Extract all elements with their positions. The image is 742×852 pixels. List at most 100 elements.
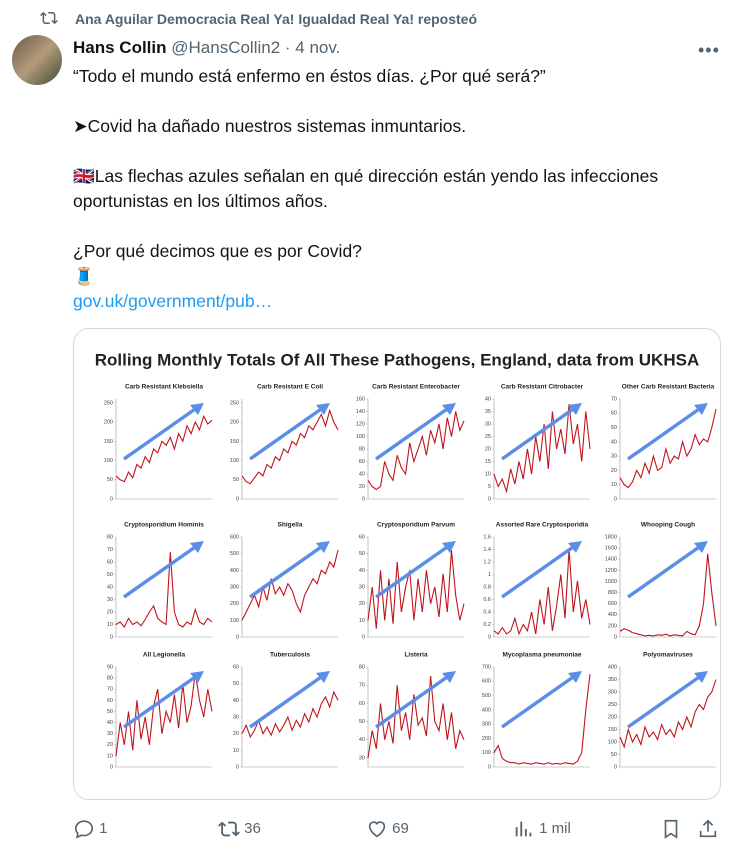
- y-tick-label: 300: [608, 689, 617, 695]
- y-tick-label: 30: [611, 454, 617, 460]
- share-button[interactable]: [697, 818, 719, 840]
- trend-arrow: [374, 405, 452, 461]
- y-tick-label: 35: [485, 409, 491, 415]
- trend-arrowhead: [442, 541, 456, 553]
- y-tick-label: 500: [230, 551, 239, 557]
- y-tick-label: 1: [488, 572, 491, 578]
- y-tick-label: 400: [608, 664, 617, 670]
- series-line: [241, 550, 339, 621]
- y-tick-label: 400: [608, 612, 617, 618]
- series-line: [367, 676, 465, 758]
- author-name[interactable]: Hans Collin: [73, 38, 167, 57]
- reply-button[interactable]: 1: [73, 818, 108, 840]
- like-count: 69: [392, 819, 409, 837]
- y-tick-label: 600: [230, 534, 239, 540]
- y-tick-label: 1200: [605, 568, 617, 574]
- y-tick-label: 10: [233, 748, 239, 754]
- y-tick-label: 250: [608, 702, 617, 708]
- y-tick-label: 70: [107, 547, 113, 553]
- trend-arrowhead: [694, 541, 708, 553]
- y-tick-label: 0: [488, 634, 491, 640]
- y-tick-label: 100: [482, 750, 491, 756]
- y-tick-label: 80: [359, 664, 365, 670]
- y-tick-label: 30: [107, 597, 113, 603]
- trend-arrow: [122, 543, 200, 599]
- y-tick-label: 80: [359, 446, 365, 452]
- series-line: [619, 679, 717, 749]
- y-tick-label: 80: [107, 676, 113, 682]
- author-line: Hans Collin @HansCollin2 · 4 nov.: [73, 38, 340, 58]
- y-tick-label: 1.4: [483, 547, 491, 553]
- y-tick-label: 60: [233, 664, 239, 670]
- y-tick-label: 600: [608, 601, 617, 607]
- panel-title: Listeria: [404, 652, 428, 659]
- y-tick-label: 200: [608, 714, 617, 720]
- trend-arrowhead: [568, 403, 582, 415]
- y-tick-label: 250: [104, 400, 113, 406]
- image-card[interactable]: Rolling Monthly Totals Of All These Path…: [73, 328, 721, 800]
- y-tick-label: 60: [611, 411, 617, 417]
- trend-arrow: [500, 405, 578, 461]
- panel-title: Whooping Cough: [641, 522, 695, 529]
- y-tick-label: 0: [614, 634, 617, 640]
- avatar[interactable]: [12, 35, 62, 85]
- y-tick-label: 0: [110, 496, 113, 502]
- reply-count: 1: [99, 819, 108, 837]
- series-line: [241, 408, 339, 485]
- y-tick-label: 40: [107, 720, 113, 726]
- y-tick-label: 200: [104, 420, 113, 426]
- y-tick-label: 90: [107, 664, 113, 670]
- y-tick-label: 60: [359, 534, 365, 540]
- post-date[interactable]: · 4 nov.: [284, 38, 341, 57]
- y-tick-label: 350: [608, 677, 617, 683]
- y-tick-label: 500: [482, 693, 491, 699]
- repost-label[interactable]: Ana Aguilar Democracia Real Ya! Igualdad…: [75, 11, 478, 27]
- series-line: [619, 408, 717, 489]
- repost-button[interactable]: 36: [218, 818, 261, 840]
- series-line: [367, 411, 465, 491]
- y-tick-label: 0: [362, 634, 365, 640]
- y-tick-label: 40: [233, 698, 239, 704]
- y-tick-label: 50: [611, 752, 617, 758]
- y-tick-label: 30: [485, 421, 491, 427]
- more-button[interactable]: •••: [698, 40, 720, 60]
- y-tick-label: 0: [236, 634, 239, 640]
- text-line: ➤Covid ha dañado nuestros sistemas inmun…: [73, 116, 467, 136]
- trend-arrowhead: [316, 403, 330, 415]
- y-tick-label: 60: [107, 559, 113, 565]
- y-tick-label: 50: [107, 572, 113, 578]
- y-tick-label: 30: [359, 755, 365, 761]
- panel-title: Carb Resistant Klebsiella: [125, 384, 203, 391]
- trend-arrowhead: [694, 671, 708, 683]
- y-tick-label: 50: [107, 709, 113, 715]
- trend-arrow: [248, 405, 326, 461]
- y-tick-label: 1.2: [483, 559, 491, 565]
- views-button[interactable]: 1 mil: [513, 818, 571, 840]
- trend-arrowhead: [442, 671, 456, 683]
- y-tick-label: 20: [359, 601, 365, 607]
- y-tick-label: 100: [104, 458, 113, 464]
- bookmark-button[interactable]: [660, 818, 682, 840]
- panel-title: Mycoplasma pneumoniae: [502, 652, 581, 659]
- trend-arrowhead: [568, 671, 582, 683]
- y-tick-label: 0: [236, 764, 239, 770]
- y-tick-label: 60: [359, 701, 365, 707]
- series-line: [619, 553, 717, 637]
- panel-title: Cryptosporidium Hominis: [124, 522, 204, 529]
- author-handle[interactable]: @HansCollin2: [171, 38, 281, 57]
- views-count: 1 mil: [539, 819, 571, 837]
- trend-arrowhead: [190, 671, 204, 683]
- panel-title: Carb Resistant E Coli: [257, 384, 323, 391]
- repost-count: 36: [244, 819, 261, 837]
- link[interactable]: gov.uk/government/pub…: [73, 291, 273, 311]
- y-tick-label: 1000: [605, 579, 617, 585]
- y-tick-label: 50: [233, 477, 239, 483]
- like-button[interactable]: 69: [366, 818, 409, 840]
- y-tick-label: 50: [359, 551, 365, 557]
- trend-arrowhead: [442, 403, 456, 415]
- y-tick-label: 1600: [605, 546, 617, 552]
- y-tick-label: 800: [608, 590, 617, 596]
- views-icon: [515, 821, 532, 837]
- panel-title: Shigella: [278, 522, 303, 529]
- y-tick-label: 20: [233, 731, 239, 737]
